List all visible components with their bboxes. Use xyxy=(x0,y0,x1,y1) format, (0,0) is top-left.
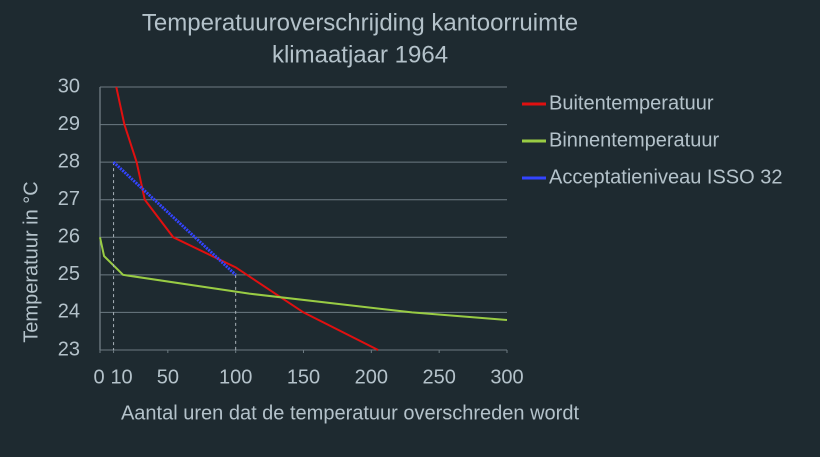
chart-title: klimaatjaar 1964 xyxy=(272,41,448,68)
x-tick-label: 10 xyxy=(110,366,132,388)
legend-label: Acceptatieniveau ISSO 32 xyxy=(549,166,782,188)
y-tick-label: 25 xyxy=(58,263,80,285)
series-line xyxy=(99,237,508,321)
x-tick-label: 150 xyxy=(287,366,320,388)
chart-title: Temperatuuroverschrijding kantoorruimte xyxy=(142,9,578,36)
legend-label: Binnentemperatuur xyxy=(549,129,719,151)
legend-label: Buitentemperatuur xyxy=(549,92,714,114)
x-tick-label: 100 xyxy=(219,366,252,388)
x-axis-label: Aantal uren dat de temperatuur overschre… xyxy=(121,402,579,424)
y-tick-label: 24 xyxy=(58,301,80,323)
x-tick-label: 50 xyxy=(157,366,179,388)
x-tick-label: 200 xyxy=(355,366,388,388)
y-tick-label: 27 xyxy=(58,188,80,210)
y-tick-label: 28 xyxy=(58,150,80,172)
y-tick-label: 30 xyxy=(58,75,80,97)
series-line xyxy=(115,86,379,351)
y-tick-label: 23 xyxy=(58,338,80,360)
x-tick-label: 0 xyxy=(93,366,104,388)
x-tick-label: 300 xyxy=(490,366,523,388)
y-axis-label: Temperatuur in °C xyxy=(20,181,42,342)
y-tick-label: 26 xyxy=(58,226,80,248)
y-tick-label: 29 xyxy=(58,113,80,135)
series-line xyxy=(112,161,237,276)
x-tick-label: 250 xyxy=(422,366,455,388)
